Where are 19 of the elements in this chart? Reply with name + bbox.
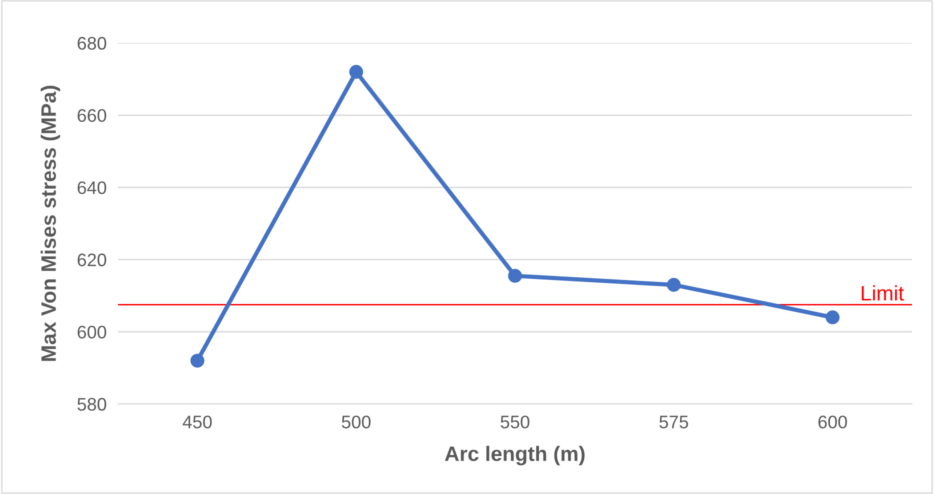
ref-line-label: Limit — [862, 285, 904, 301]
x-tick-label: 450 — [182, 416, 212, 428]
y-axis-title: Max Von Mises stress (MPa) — [40, 86, 60, 361]
y-tick-label: 600 — [78, 326, 106, 339]
y-tick-label: 680 — [78, 36, 106, 50]
y-tick-label: 640 — [78, 181, 106, 194]
x-tick-label: 500 — [342, 416, 371, 428]
point — [190, 354, 204, 368]
point — [666, 278, 681, 292]
point — [826, 310, 840, 324]
y-tick-label: 620 — [78, 254, 106, 266]
x-tick-label: 550 — [500, 416, 530, 428]
x-tick-label: 575 — [659, 416, 688, 428]
y-tick-label: 580 — [77, 398, 106, 411]
point — [508, 268, 522, 283]
x-axis-title: Arc length (m) — [444, 446, 585, 466]
y-tick-label: 660 — [78, 109, 106, 122]
x-tick-label: 600 — [818, 416, 847, 428]
point — [349, 64, 364, 79]
